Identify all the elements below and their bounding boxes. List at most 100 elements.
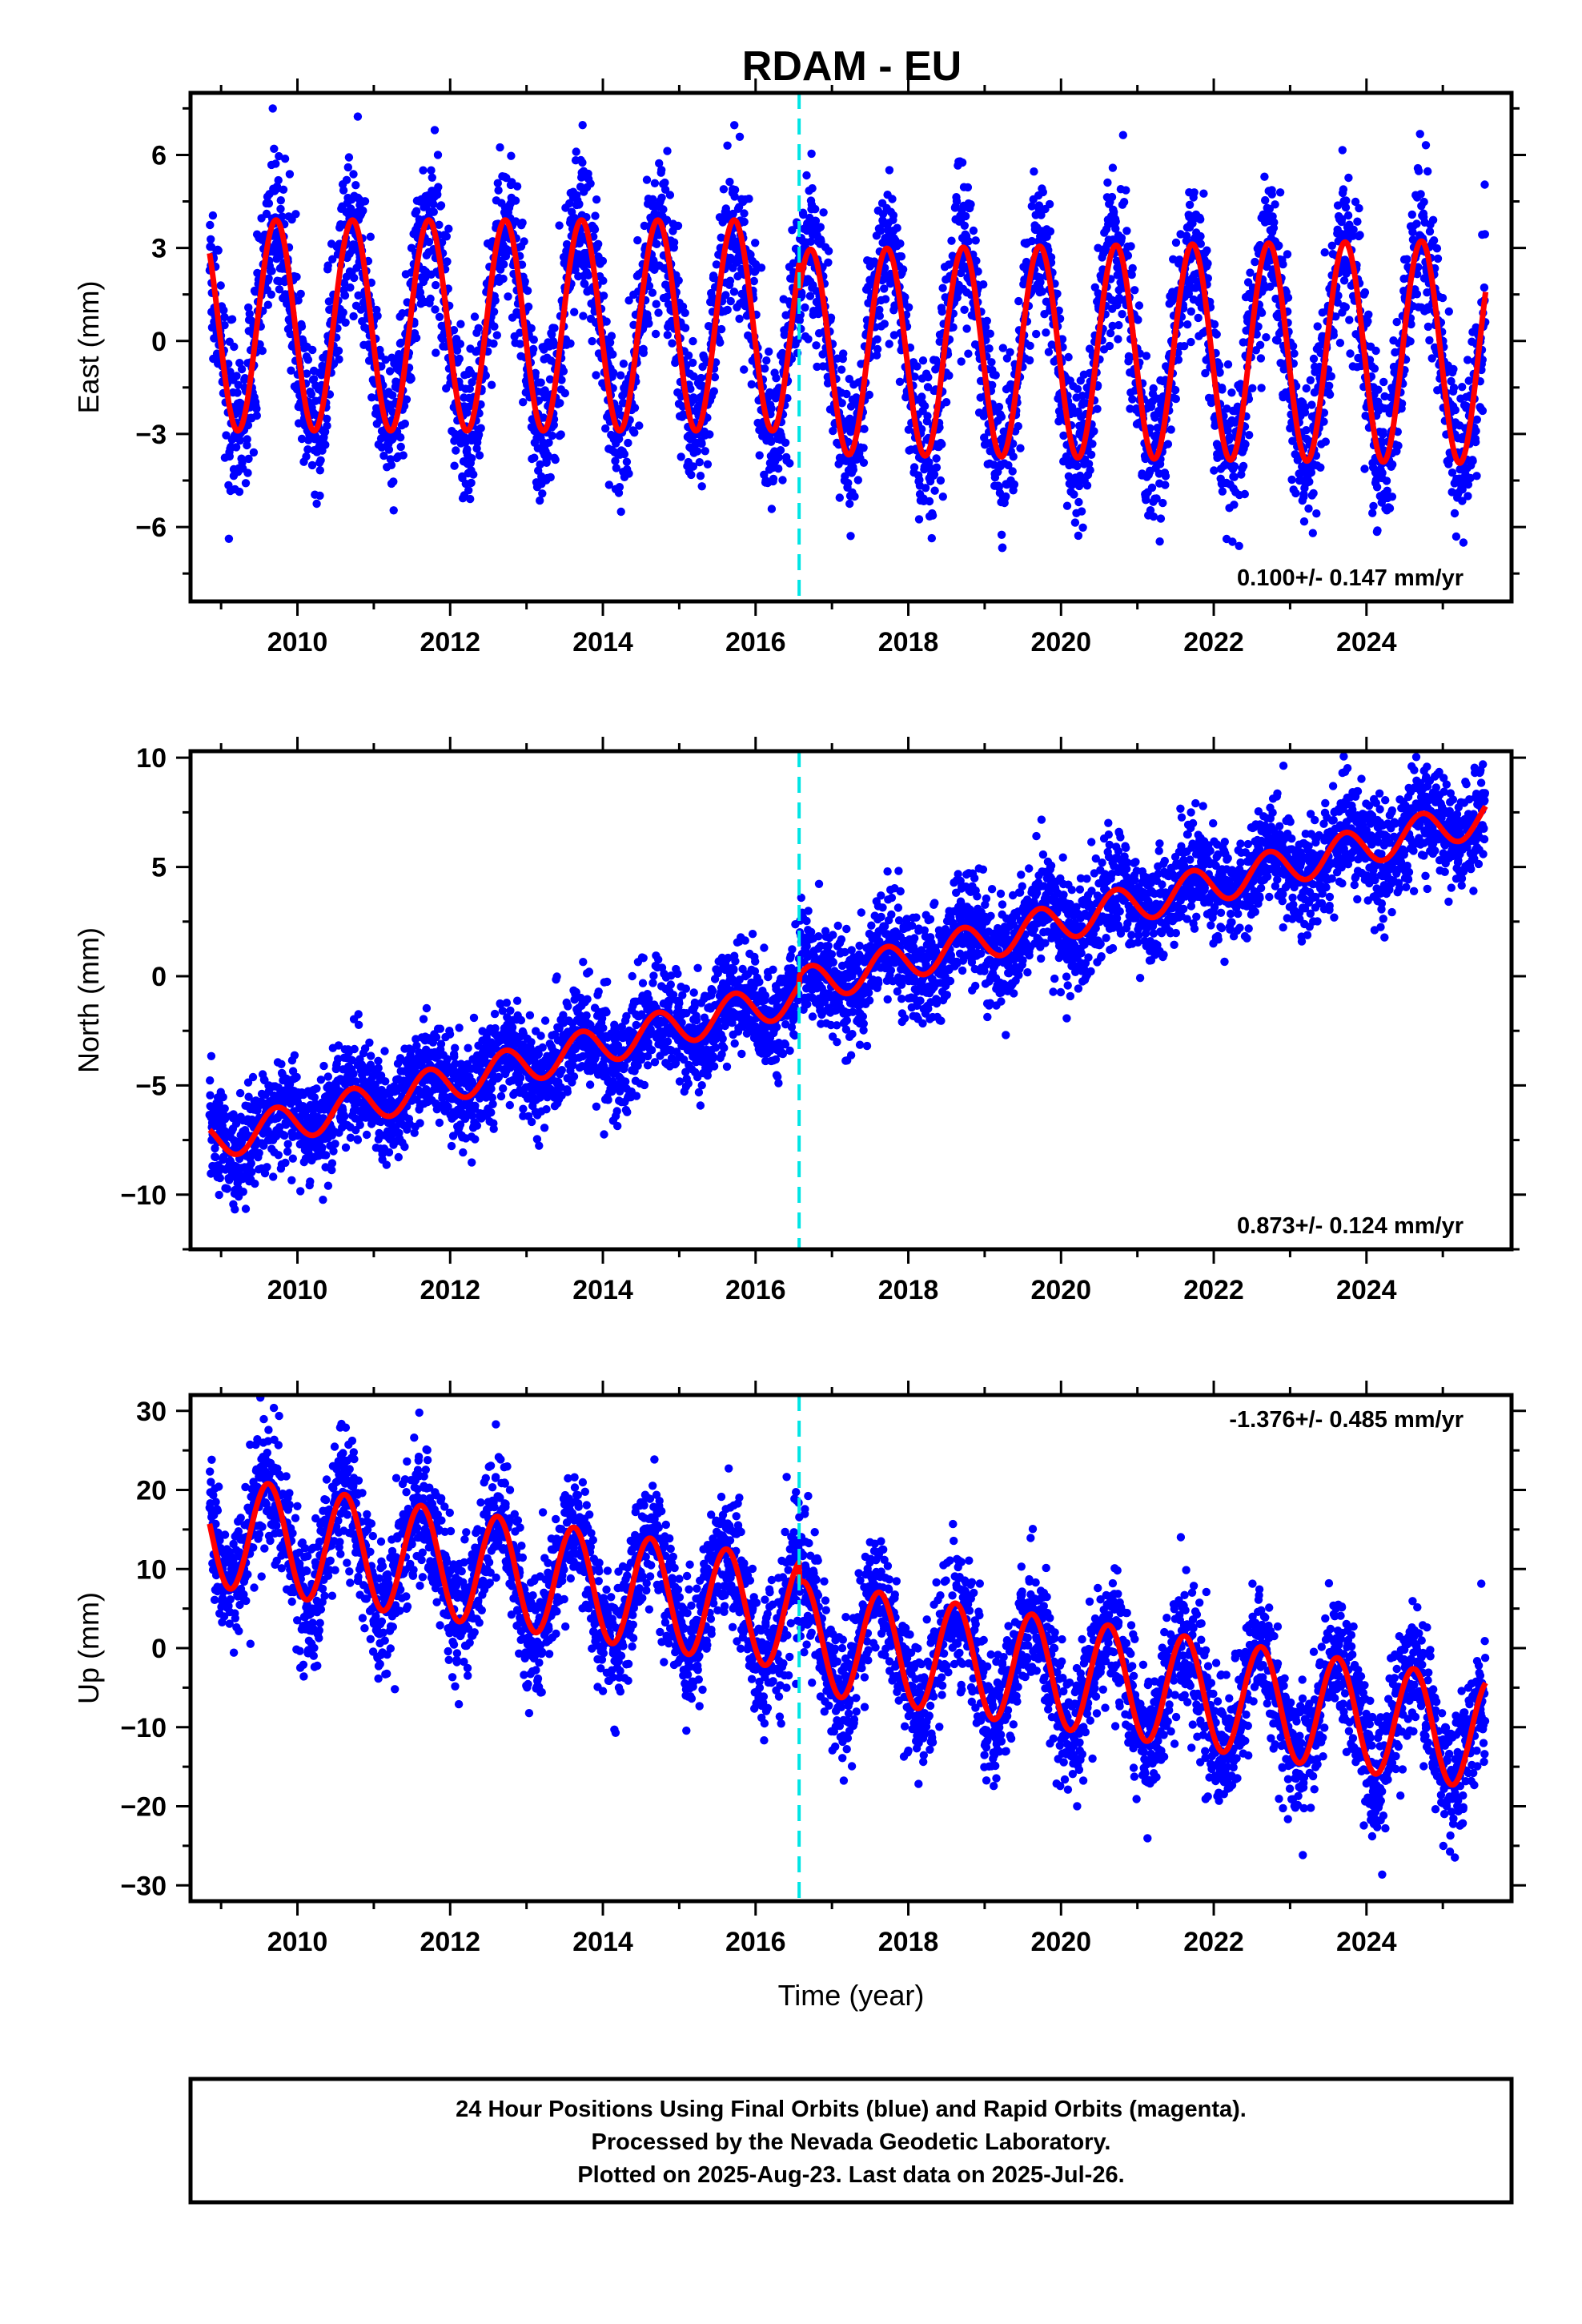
y-tick-label: 6 bbox=[151, 140, 167, 171]
data-point bbox=[835, 493, 845, 502]
data-point bbox=[730, 185, 740, 195]
data-point bbox=[1459, 538, 1468, 547]
data-points bbox=[205, 752, 1490, 1214]
data-point bbox=[208, 211, 218, 220]
data-point bbox=[224, 534, 234, 543]
data-point bbox=[1334, 292, 1343, 300]
data-point bbox=[412, 207, 421, 215]
data-point bbox=[650, 179, 660, 187]
data-point bbox=[1275, 188, 1285, 197]
data-point bbox=[538, 489, 547, 498]
data-point bbox=[1186, 307, 1196, 316]
data-point bbox=[1466, 473, 1475, 483]
data-point bbox=[1111, 217, 1120, 226]
data-point bbox=[1464, 480, 1473, 489]
plot-area bbox=[205, 93, 1490, 601]
data-point bbox=[608, 350, 617, 359]
data-point bbox=[657, 193, 666, 202]
data-point bbox=[399, 451, 408, 460]
data-point bbox=[214, 246, 223, 255]
data-point bbox=[898, 265, 908, 274]
data-point bbox=[684, 351, 693, 360]
data-point bbox=[1305, 477, 1314, 486]
data-point bbox=[474, 430, 484, 440]
data-point bbox=[633, 235, 642, 245]
data-point bbox=[1230, 472, 1239, 481]
data-point bbox=[609, 368, 618, 377]
data-point bbox=[262, 209, 271, 219]
data-point bbox=[654, 308, 663, 317]
data-point bbox=[1433, 254, 1443, 263]
data-point bbox=[343, 163, 352, 172]
data-point bbox=[546, 472, 555, 482]
data-point bbox=[889, 211, 898, 220]
data-point bbox=[932, 454, 941, 463]
data-point bbox=[842, 389, 851, 399]
data-point bbox=[1212, 330, 1221, 339]
data-point bbox=[544, 438, 553, 447]
data-point bbox=[805, 292, 815, 300]
data-point bbox=[819, 208, 828, 217]
data-point bbox=[997, 412, 1006, 421]
data-point bbox=[1472, 472, 1481, 480]
data-point bbox=[689, 358, 697, 368]
data-point bbox=[962, 211, 970, 221]
data-point bbox=[580, 279, 589, 288]
data-point bbox=[315, 491, 324, 501]
data-point bbox=[1230, 462, 1239, 471]
data-point bbox=[1114, 335, 1122, 344]
data-point bbox=[1094, 243, 1102, 252]
data-point bbox=[248, 1072, 258, 1082]
data-point bbox=[517, 260, 527, 269]
data-point bbox=[661, 178, 669, 187]
data-point bbox=[630, 404, 640, 412]
data-point bbox=[1355, 231, 1364, 239]
data-point bbox=[648, 195, 657, 203]
data-point bbox=[624, 296, 633, 305]
data-point bbox=[499, 274, 508, 283]
data-point bbox=[1480, 283, 1489, 292]
data-point bbox=[519, 398, 528, 407]
data-point bbox=[735, 132, 745, 141]
data-point bbox=[476, 424, 485, 432]
data-point bbox=[249, 448, 259, 457]
data-point bbox=[1088, 440, 1097, 448]
data-point bbox=[211, 1152, 220, 1162]
data-point bbox=[665, 191, 675, 199]
data-point bbox=[1423, 167, 1432, 176]
data-point bbox=[1257, 384, 1266, 392]
data-point bbox=[239, 1188, 247, 1196]
data-point bbox=[545, 375, 555, 384]
model-line bbox=[207, 217, 1489, 466]
data-point bbox=[1267, 190, 1277, 199]
data-point bbox=[1044, 348, 1054, 356]
data-point bbox=[422, 201, 431, 210]
data-point bbox=[1073, 384, 1082, 393]
data-point bbox=[1355, 203, 1363, 213]
data-point bbox=[303, 356, 313, 364]
data-point bbox=[1006, 348, 1014, 356]
data-point bbox=[491, 296, 500, 305]
data-point bbox=[1053, 289, 1062, 298]
data-point bbox=[591, 211, 600, 220]
data-point bbox=[1090, 427, 1098, 436]
data-point bbox=[1227, 388, 1236, 397]
data-point bbox=[1223, 426, 1232, 435]
data-point bbox=[659, 205, 668, 214]
data-point bbox=[294, 296, 303, 305]
data-point bbox=[1094, 289, 1102, 298]
data-point bbox=[991, 371, 1000, 380]
data-point bbox=[556, 399, 564, 408]
data-point bbox=[464, 486, 473, 495]
data-point bbox=[755, 451, 764, 460]
data-point bbox=[797, 292, 806, 300]
data-point bbox=[1413, 270, 1422, 279]
data-point bbox=[652, 300, 661, 308]
data-point bbox=[717, 324, 726, 334]
data-point bbox=[489, 308, 499, 316]
data-point bbox=[663, 147, 672, 155]
data-point bbox=[1397, 399, 1407, 408]
data-point bbox=[1161, 480, 1170, 489]
data-point bbox=[705, 430, 714, 439]
data-point bbox=[1374, 385, 1383, 394]
